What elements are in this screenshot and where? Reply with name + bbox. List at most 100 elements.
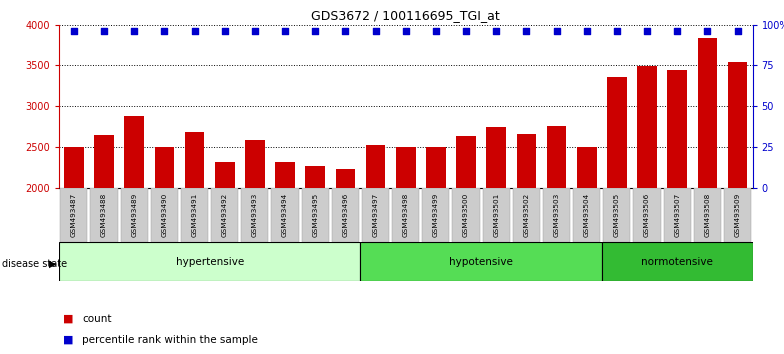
Bar bbox=[125, 116, 144, 350]
Bar bbox=[517, 134, 536, 350]
Bar bbox=[275, 162, 295, 350]
Bar bbox=[64, 147, 84, 350]
Text: ▶: ▶ bbox=[49, 259, 57, 269]
Bar bbox=[728, 62, 747, 350]
Bar bbox=[154, 147, 174, 350]
Point bbox=[249, 28, 261, 34]
Text: GSM493500: GSM493500 bbox=[463, 193, 469, 237]
Bar bbox=[667, 70, 687, 350]
Bar bbox=[426, 147, 445, 350]
Point bbox=[611, 28, 623, 34]
Text: GSM493499: GSM493499 bbox=[433, 193, 439, 237]
Point bbox=[580, 28, 593, 34]
Text: disease state: disease state bbox=[2, 259, 67, 269]
FancyBboxPatch shape bbox=[483, 188, 510, 242]
Text: normotensive: normotensive bbox=[641, 257, 713, 267]
Text: GSM493493: GSM493493 bbox=[252, 193, 258, 237]
FancyBboxPatch shape bbox=[362, 188, 389, 242]
Bar bbox=[607, 77, 626, 350]
Title: GDS3672 / 100116695_TGI_at: GDS3672 / 100116695_TGI_at bbox=[311, 9, 500, 22]
Text: GSM493498: GSM493498 bbox=[403, 193, 408, 237]
Point bbox=[67, 28, 80, 34]
Bar bbox=[366, 145, 386, 350]
FancyBboxPatch shape bbox=[151, 188, 178, 242]
FancyBboxPatch shape bbox=[452, 188, 480, 242]
Text: GSM493508: GSM493508 bbox=[704, 193, 710, 237]
Text: GSM493487: GSM493487 bbox=[71, 193, 77, 237]
FancyBboxPatch shape bbox=[332, 188, 359, 242]
Bar bbox=[215, 161, 234, 350]
FancyBboxPatch shape bbox=[59, 242, 361, 281]
Text: GSM493496: GSM493496 bbox=[343, 193, 348, 237]
Point bbox=[309, 28, 321, 34]
FancyBboxPatch shape bbox=[211, 188, 238, 242]
FancyBboxPatch shape bbox=[602, 242, 753, 281]
Point bbox=[399, 28, 412, 34]
FancyBboxPatch shape bbox=[543, 188, 570, 242]
FancyBboxPatch shape bbox=[271, 188, 299, 242]
FancyBboxPatch shape bbox=[724, 188, 751, 242]
FancyBboxPatch shape bbox=[60, 188, 88, 242]
FancyBboxPatch shape bbox=[90, 188, 118, 242]
Bar bbox=[456, 136, 476, 350]
Text: GSM493507: GSM493507 bbox=[674, 193, 681, 237]
Point bbox=[158, 28, 171, 34]
Bar bbox=[637, 66, 657, 350]
FancyBboxPatch shape bbox=[663, 188, 691, 242]
Point bbox=[459, 28, 472, 34]
Point bbox=[98, 28, 111, 34]
Point bbox=[128, 28, 140, 34]
FancyBboxPatch shape bbox=[573, 188, 601, 242]
Point bbox=[490, 28, 503, 34]
Text: GSM493495: GSM493495 bbox=[312, 193, 318, 237]
Bar bbox=[185, 132, 205, 350]
Text: GSM493489: GSM493489 bbox=[131, 193, 137, 237]
FancyBboxPatch shape bbox=[241, 188, 268, 242]
FancyBboxPatch shape bbox=[392, 188, 419, 242]
FancyBboxPatch shape bbox=[121, 188, 148, 242]
Point bbox=[339, 28, 352, 34]
FancyBboxPatch shape bbox=[513, 188, 540, 242]
Text: GSM493490: GSM493490 bbox=[162, 193, 168, 237]
Bar bbox=[306, 166, 325, 350]
Text: hypertensive: hypertensive bbox=[176, 257, 244, 267]
Text: GSM493501: GSM493501 bbox=[493, 193, 499, 237]
Bar bbox=[577, 147, 597, 350]
Text: GSM493488: GSM493488 bbox=[101, 193, 107, 237]
Point bbox=[430, 28, 442, 34]
FancyBboxPatch shape bbox=[604, 188, 630, 242]
Point bbox=[731, 28, 744, 34]
Bar bbox=[336, 169, 355, 350]
Point bbox=[701, 28, 713, 34]
Text: GSM493491: GSM493491 bbox=[191, 193, 198, 237]
Point bbox=[520, 28, 532, 34]
FancyBboxPatch shape bbox=[694, 188, 721, 242]
FancyBboxPatch shape bbox=[423, 188, 449, 242]
Text: ■: ■ bbox=[63, 314, 73, 324]
FancyBboxPatch shape bbox=[302, 188, 328, 242]
Point bbox=[369, 28, 382, 34]
Bar bbox=[546, 126, 566, 350]
Text: ■: ■ bbox=[63, 335, 73, 345]
FancyBboxPatch shape bbox=[181, 188, 208, 242]
Text: GSM493502: GSM493502 bbox=[524, 193, 529, 237]
Text: GSM493504: GSM493504 bbox=[584, 193, 590, 237]
Text: count: count bbox=[82, 314, 112, 324]
Text: GSM493506: GSM493506 bbox=[644, 193, 650, 237]
Point bbox=[188, 28, 201, 34]
Point bbox=[550, 28, 563, 34]
Text: hypotensive: hypotensive bbox=[449, 257, 513, 267]
Point bbox=[219, 28, 231, 34]
Point bbox=[671, 28, 684, 34]
Bar bbox=[698, 38, 717, 350]
Text: GSM493494: GSM493494 bbox=[282, 193, 288, 237]
Bar bbox=[94, 135, 114, 350]
Bar bbox=[396, 147, 416, 350]
Text: GSM493503: GSM493503 bbox=[554, 193, 560, 237]
Point bbox=[641, 28, 653, 34]
Text: GSM493505: GSM493505 bbox=[614, 193, 620, 237]
Bar bbox=[486, 127, 506, 350]
FancyBboxPatch shape bbox=[361, 242, 602, 281]
Text: GSM493492: GSM493492 bbox=[222, 193, 227, 237]
Point bbox=[279, 28, 292, 34]
